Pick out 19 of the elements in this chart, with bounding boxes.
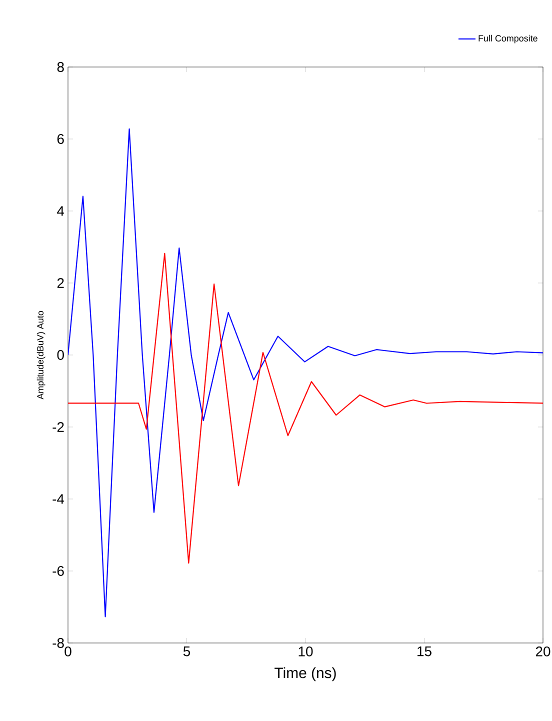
y-tick-label: -2 [52,422,64,432]
x-tick-label: 5 [183,646,190,656]
x-tick-label: 15 [418,646,432,656]
y-tick-label: 0 [57,350,64,360]
y-axis-title: Amplitude(dBuV) Auto [36,311,46,400]
y-tick-label: 8 [57,62,64,72]
y-tick-label: 2 [57,278,64,288]
x-tick-label: 20 [536,646,550,656]
line-series [68,252,543,564]
y-tick-label: 6 [57,134,64,144]
y-tick-label: -8 [52,638,64,648]
y-tick-label: 4 [57,206,64,216]
legend-label: Full Composite [478,34,538,44]
y-tick-label: -4 [52,494,64,504]
line-series [68,128,543,618]
x-axis-title: Time (ns) [274,667,336,682]
y-tick-label: -6 [52,566,64,576]
x-tick-label: 0 [64,646,72,656]
x-tick-label: 10 [298,646,313,656]
